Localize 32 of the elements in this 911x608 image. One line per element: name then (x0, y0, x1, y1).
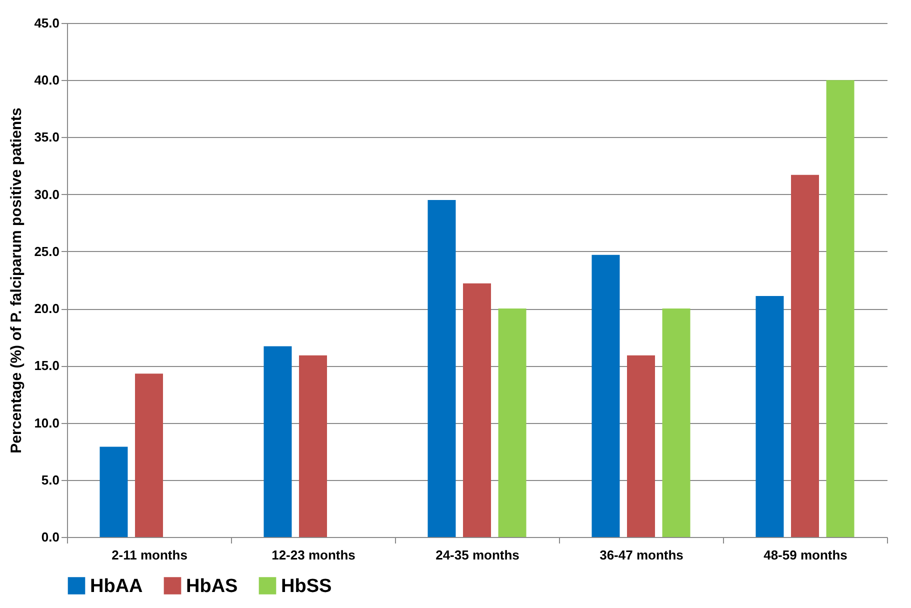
bar (627, 355, 655, 537)
bar (264, 346, 292, 537)
bar (826, 80, 854, 537)
y-tick-label: 20.0 (34, 301, 60, 316)
y-tick-label: 0.0 (41, 530, 60, 544)
y-tick-label: 45.0 (34, 16, 60, 30)
legend-label: HbAA (90, 576, 144, 597)
y-tick-label: 35.0 (34, 130, 60, 145)
bar (299, 355, 327, 537)
x-tick-label: 12-23 months (272, 548, 356, 562)
x-tick-label: 36-47 months (600, 548, 684, 562)
bar (135, 374, 163, 537)
bar (791, 174, 819, 537)
bar (100, 446, 128, 537)
bar (756, 296, 784, 537)
y-tick-label: 15.0 (34, 358, 60, 374)
x-tick-label: 24-35 months (436, 548, 520, 562)
legend-label: HbSS (281, 576, 332, 597)
legend-label: HbAS (186, 576, 238, 597)
bar (498, 308, 526, 537)
y-tick-label: 5.0 (41, 472, 60, 488)
bar (592, 254, 620, 537)
y-tick-label: 25.0 (34, 244, 60, 259)
y-tick-label: 10.0 (34, 415, 60, 430)
x-tick-label: 48-59 months (764, 548, 848, 562)
bar (463, 283, 491, 537)
bar (662, 308, 690, 537)
x-tick-label: 2-11 months (112, 548, 188, 562)
y-tick-label: 40.0 (34, 72, 60, 88)
y-tick-label: 30.0 (34, 186, 60, 202)
y-axis-title: Percentage (%) of P. falciparum positive patients (8, 108, 26, 454)
bar (428, 200, 456, 537)
